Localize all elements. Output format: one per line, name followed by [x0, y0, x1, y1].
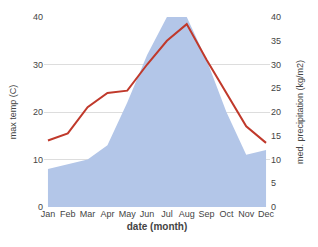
svg-text:Apr: Apr: [100, 209, 114, 219]
svg-text:med. precipitation (kg/m2): med. precipitation (kg/m2): [295, 60, 305, 164]
svg-text:40: 40: [33, 12, 43, 22]
svg-text:date (month): date (month): [127, 221, 188, 232]
svg-text:Jul: Jul: [161, 209, 173, 219]
svg-text:20: 20: [33, 107, 43, 117]
svg-text:10: 10: [271, 155, 281, 165]
svg-text:max temp (C): max temp (C): [8, 85, 18, 140]
svg-text:Sep: Sep: [199, 209, 215, 219]
svg-text:0: 0: [271, 202, 276, 212]
svg-text:40: 40: [271, 12, 281, 22]
svg-text:Feb: Feb: [60, 209, 76, 219]
svg-text:30: 30: [271, 60, 281, 70]
svg-text:Jun: Jun: [140, 209, 155, 219]
svg-text:20: 20: [271, 107, 281, 117]
svg-text:10: 10: [33, 155, 43, 165]
svg-text:35: 35: [271, 36, 281, 46]
svg-text:30: 30: [33, 60, 43, 70]
svg-text:May: May: [119, 209, 137, 219]
svg-text:15: 15: [271, 131, 281, 141]
svg-text:Mar: Mar: [80, 209, 96, 219]
svg-text:Dec: Dec: [258, 209, 275, 219]
svg-text:25: 25: [271, 83, 281, 93]
svg-text:0: 0: [38, 202, 43, 212]
svg-text:5: 5: [271, 178, 276, 188]
svg-text:Jan: Jan: [41, 209, 56, 219]
svg-text:Oct: Oct: [219, 209, 234, 219]
svg-text:Aug: Aug: [179, 209, 195, 219]
svg-text:Nov: Nov: [238, 209, 255, 219]
